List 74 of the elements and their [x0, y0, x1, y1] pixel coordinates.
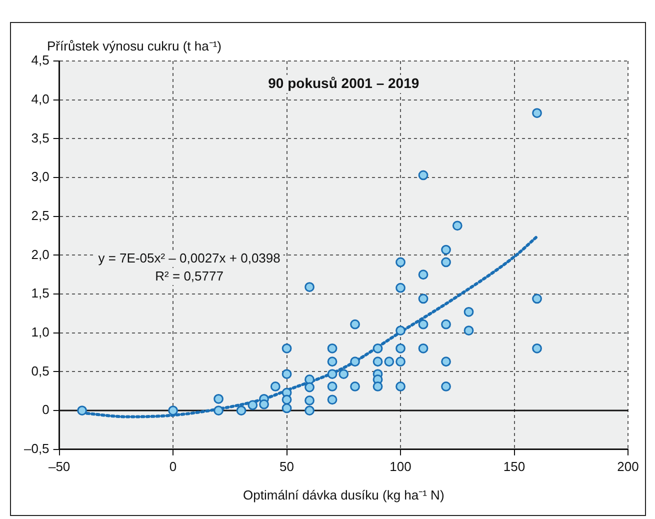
- point: [282, 394, 292, 405]
- point: [396, 382, 406, 392]
- y-tick-label: 0,5: [31, 363, 50, 378]
- y-tick-label: 3,0: [31, 169, 50, 184]
- point: [418, 294, 428, 304]
- point: [327, 382, 338, 392]
- point: [372, 343, 383, 354]
- point: [327, 394, 338, 405]
- annotation: R² = 0,5777: [155, 268, 224, 284]
- y-tick-label: 1,5: [31, 286, 50, 301]
- point: [304, 374, 314, 384]
- y-axis-title: Přírůstek výnosu cukru (t ha⁻¹): [47, 38, 222, 54]
- point: [396, 356, 406, 367]
- point: [418, 270, 428, 280]
- point: [441, 382, 451, 392]
- point: [282, 403, 292, 414]
- x-tick-label: –50: [48, 458, 70, 474]
- x-tick-label: 50: [280, 458, 294, 474]
- x-axis-title: Optimální dávka dusíku (kg ha⁻¹ N): [243, 488, 444, 503]
- point: [418, 319, 428, 330]
- y-tick-label: 2,5: [31, 208, 50, 223]
- point: [396, 257, 406, 268]
- point: [270, 382, 280, 392]
- point: [304, 382, 314, 392]
- y-tick-label: 4,5: [31, 52, 50, 68]
- point: [327, 343, 338, 354]
- point: [532, 108, 542, 118]
- y-tick-label: 2,0: [31, 246, 50, 262]
- point: [304, 406, 314, 416]
- point: [327, 356, 338, 367]
- y-tick-label: 4,0: [31, 91, 50, 106]
- point: [441, 356, 451, 367]
- y-tick-label: 3,5: [31, 130, 50, 146]
- point: [396, 326, 406, 336]
- point: [418, 343, 428, 354]
- y-tick-label: 0: [42, 402, 50, 418]
- point: [350, 382, 360, 392]
- point: [282, 343, 292, 354]
- y-tick-label: –0,5: [24, 440, 50, 456]
- point: [464, 306, 474, 317]
- point: [236, 406, 246, 416]
- point: [452, 220, 462, 231]
- point: [304, 396, 314, 406]
- point: [77, 406, 87, 416]
- point: [384, 356, 394, 367]
- point: [214, 394, 224, 404]
- x-tick-label: 100: [390, 458, 412, 474]
- point: [441, 257, 451, 268]
- point: [396, 282, 406, 293]
- text: 90 pokusů 2001 – 2019: [268, 74, 420, 91]
- point: [532, 294, 542, 304]
- point: [441, 244, 451, 255]
- point: [441, 319, 451, 330]
- x-tick-label: 0: [169, 458, 177, 474]
- point: [532, 343, 542, 354]
- point: [214, 406, 224, 416]
- y-tick-label: 1,0: [31, 324, 50, 340]
- point: [372, 356, 383, 367]
- point: [304, 282, 314, 292]
- point: [396, 343, 406, 354]
- point: [464, 326, 474, 336]
- point: [418, 170, 428, 180]
- point: [338, 369, 349, 379]
- point: [282, 369, 292, 379]
- point: [372, 382, 383, 392]
- point: [327, 369, 338, 379]
- x-tick-label: 200: [617, 458, 639, 474]
- point: [248, 400, 258, 410]
- point: [350, 356, 360, 367]
- x-tick-label: 150: [503, 458, 526, 474]
- point: [259, 399, 269, 410]
- point: [168, 406, 178, 416]
- point: [350, 319, 360, 330]
- annotation: y = 7E-05x² – 0,0027x + 0,0398: [98, 250, 280, 266]
